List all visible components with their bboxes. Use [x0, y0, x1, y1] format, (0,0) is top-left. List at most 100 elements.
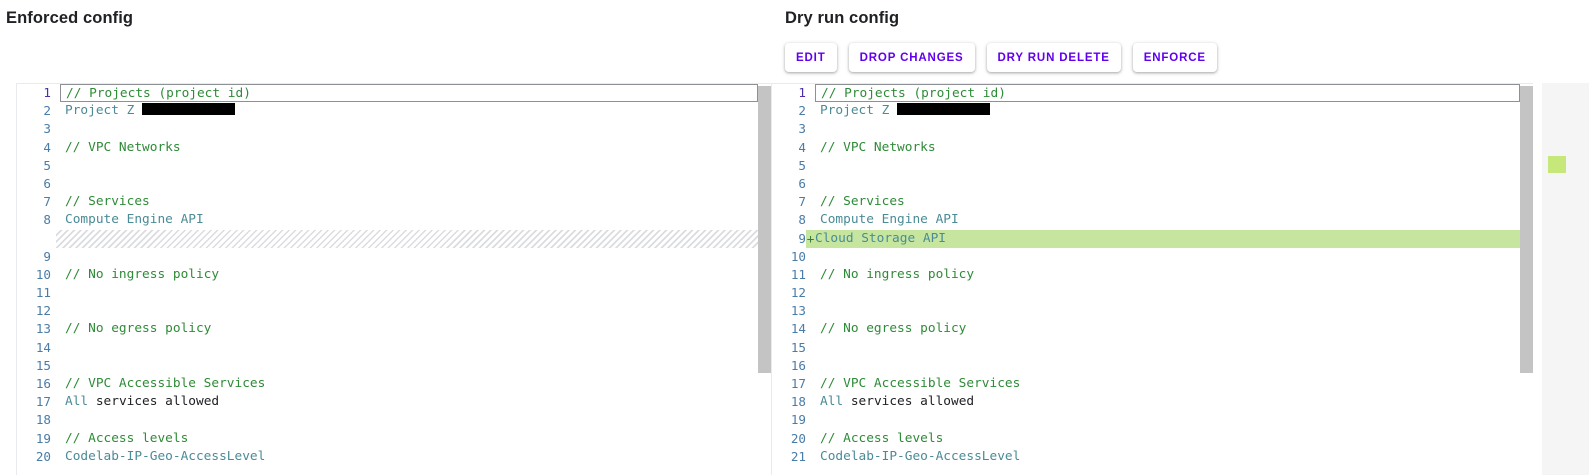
code-token: // Access levels [820, 430, 944, 446]
diff-area: 1 // Projects (project id) 2 Project Z ████… [0, 83, 1589, 475]
code-text [60, 302, 771, 320]
code-line[interactable]: 14 [17, 339, 771, 357]
code-text: Compute Engine API [815, 211, 1533, 229]
code-line[interactable]: 4 // VPC Networks [17, 139, 771, 157]
code-line[interactable]: 17 // VPC Accessible Services [772, 375, 1533, 393]
code-line[interactable]: 7 // Services [17, 193, 771, 211]
code-text [815, 120, 1533, 138]
code-token: // Services [65, 194, 150, 210]
line-number: 16 [35, 376, 51, 391]
enforced-config-scrollbar[interactable] [758, 84, 771, 475]
edit-button[interactable]: EDIT [785, 43, 837, 72]
line-number: 5 [43, 157, 51, 173]
scrollbar-thumb[interactable] [758, 86, 771, 373]
line-number: 9 [798, 230, 806, 246]
code-line[interactable]: 15 [772, 339, 1533, 357]
code-text [60, 411, 771, 429]
code-line[interactable]: 11 [17, 284, 771, 302]
diff-marker-empty [51, 248, 60, 266]
code-token: All [820, 394, 844, 410]
code-line[interactable]: 19 // Access levels [17, 430, 771, 448]
code-line[interactable]: 17 All services allowed [17, 393, 771, 411]
code-text [60, 120, 771, 138]
line-number: 14 [790, 321, 806, 337]
code-line[interactable]: 2 Project Z ████████████ [772, 102, 1533, 120]
hatched-filler [56, 229, 758, 248]
diff-marker-empty [51, 139, 60, 157]
diff-marker-empty [806, 102, 815, 120]
code-line[interactable]: 1 // Projects (project id) [772, 84, 1533, 103]
code-line[interactable]: 8 Compute Engine API [772, 211, 1533, 229]
code-token: Compute Engine API [820, 212, 959, 228]
code-line[interactable]: 10 // No ingress policy [17, 266, 771, 284]
dry-run-config-code-panel[interactable]: 1 // Projects (project id) 2 Project Z ████… [771, 83, 1533, 475]
code-line[interactable]: 3 [17, 120, 771, 138]
diff-marker-empty [806, 357, 815, 375]
code-line[interactable]: 12 [17, 302, 771, 320]
code-token: // No ingress policy [820, 266, 975, 282]
diff-marker-empty [806, 175, 815, 193]
code-line[interactable]: 5 [17, 157, 771, 175]
code-text: Cloud Storage API [815, 229, 1533, 248]
scrollbar-thumb[interactable] [1520, 86, 1533, 373]
code-line[interactable]: 19 [772, 411, 1533, 429]
code-token: // Projects (project id) [66, 86, 251, 101]
code-line[interactable]: 13 [772, 302, 1533, 320]
dry-run-config-scrollbar[interactable] [1520, 84, 1533, 475]
line-number: 20 [35, 448, 51, 464]
code-line[interactable]: 12 [772, 284, 1533, 302]
diff-marker-empty [51, 448, 60, 466]
diff-marker-empty [51, 211, 60, 229]
code-line-added[interactable]: 9 + Cloud Storage API [772, 229, 1533, 248]
line-number: 16 [790, 357, 806, 373]
dry-run-delete-button[interactable]: DRY RUN DELETE [986, 43, 1121, 72]
code-token: // VPC Accessible Services [820, 376, 1021, 391]
code-line[interactable]: 6 [772, 175, 1533, 193]
drop-changes-button[interactable]: DROP CHANGES [848, 43, 975, 72]
enforce-button[interactable]: ENFORCE [1132, 43, 1217, 72]
code-line[interactable]: 4 // VPC Networks [772, 139, 1533, 157]
code-line[interactable]: 8 Compute Engine API [17, 211, 771, 229]
code-text: // VPC Accessible Services [60, 375, 771, 393]
code-token: // Projects (project id) [821, 86, 1006, 101]
line-number: 15 [790, 339, 806, 355]
enforced-config-code-panel[interactable]: 1 // Projects (project id) 2 Project Z ████… [16, 83, 771, 475]
code-line[interactable]: 2 Project Z ████████████ [17, 102, 771, 120]
overview-ruler[interactable] [1541, 83, 1589, 475]
code-line[interactable]: 15 [17, 357, 771, 375]
code-text [815, 302, 1533, 320]
code-line[interactable]: 20 // Access levels [772, 430, 1533, 448]
code-line[interactable]: 18 All services allowed [772, 393, 1533, 411]
line-number: 18 [35, 412, 51, 428]
code-line[interactable]: 16 // VPC Accessible Services [17, 375, 771, 393]
code-line[interactable]: 6 [17, 175, 771, 193]
overview-change-marker[interactable] [1548, 156, 1566, 173]
code-line[interactable]: 11 // No ingress policy [772, 266, 1533, 284]
code-line[interactable]: 14 // No egress policy [772, 320, 1533, 338]
diff-marker-empty [806, 411, 815, 429]
code-line[interactable]: 20 Codelab-IP-Geo-AccessLevel [17, 448, 771, 466]
diff-marker-empty [51, 302, 60, 320]
code-line[interactable]: 9 [17, 248, 771, 266]
redacted-value: ████████████ [142, 103, 235, 116]
code-text [60, 175, 771, 193]
diff-marker-empty [51, 339, 60, 357]
code-line[interactable]: 5 [772, 157, 1533, 175]
line-number: 8 [43, 212, 51, 228]
code-token: Codelab-IP-Geo-AccessLevel [820, 448, 1021, 464]
diff-marker-empty [806, 193, 815, 211]
code-line[interactable]: 7 // Services [772, 193, 1533, 211]
diff-marker-empty [51, 102, 60, 120]
code-line[interactable]: 16 [772, 357, 1533, 375]
line-number: 1 [43, 85, 51, 100]
code-text: // No ingress policy [60, 266, 771, 284]
code-line[interactable]: 10 [772, 248, 1533, 266]
code-token: Codelab-IP-Geo-AccessLevel [65, 448, 266, 464]
code-line[interactable]: 1 // Projects (project id) [17, 84, 771, 103]
code-line[interactable]: 3 [772, 120, 1533, 138]
line-number: 3 [43, 121, 51, 137]
code-line[interactable]: 13 // No egress policy [17, 320, 771, 338]
code-line[interactable]: 18 [17, 411, 771, 429]
code-line[interactable]: 21 Codelab-IP-Geo-AccessLevel [772, 448, 1533, 466]
diff-marker-empty [51, 284, 60, 302]
